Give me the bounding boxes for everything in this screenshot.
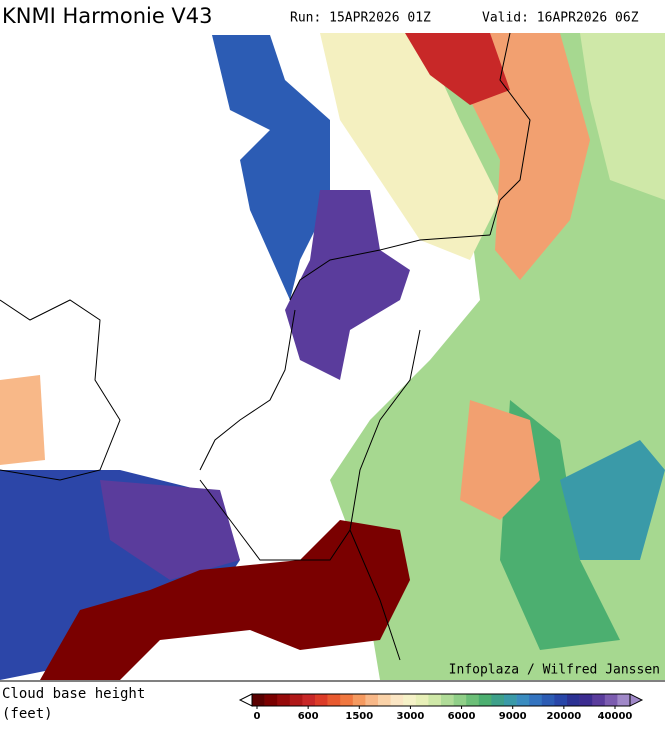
colorbar-tick-label: 9000 (499, 711, 527, 722)
legend-label: Cloud base height (2, 686, 145, 702)
field-orange-2 (460, 400, 540, 520)
field-red (405, 33, 510, 105)
colorbar-swatch (403, 694, 417, 706)
colorbar-swatch (592, 694, 606, 706)
colorbar-swatch (264, 694, 278, 706)
valid-time: Valid: 16APR2026 06Z (482, 11, 639, 26)
colorbar-swatch (554, 694, 568, 706)
credit: Infoplaza / Wilfred Janssen (449, 663, 660, 678)
colorbar-swatch (516, 694, 530, 706)
colorbar-swatch (390, 694, 404, 706)
colorbar-swatch (579, 694, 593, 706)
colorbar-tick-label: 1500 (345, 711, 373, 722)
colorbar-tick-label: 20000 (546, 711, 581, 722)
field-teal (560, 440, 665, 560)
colorbar-tick-label: 600 (298, 711, 319, 722)
run-time: Run: 15APR2026 01Z (290, 11, 431, 26)
map: Infoplaza / Wilfred Janssen (0, 32, 665, 680)
colorbar: 0 600 1500 3000 6000 9000 20000 40000 (238, 693, 644, 722)
colorbar-tick-label: 3000 (397, 711, 425, 722)
coastlines (0, 32, 531, 661)
colorbar-swatch (617, 694, 631, 706)
coast-de (489, 32, 531, 236)
coast-nl (199, 234, 491, 471)
colorbar-tick-label: 0 (254, 711, 261, 722)
colorbar-swatch (302, 694, 316, 706)
field-yellow (320, 33, 500, 260)
colorbar-swatch (504, 694, 517, 706)
colorbar-frame (251, 693, 631, 707)
colorbar-swatch (604, 694, 618, 706)
colorbar-swatch (529, 694, 543, 706)
colorbar-arrow (238, 693, 253, 707)
colorbar-swatch (365, 694, 379, 706)
colorbar-swatch (252, 694, 265, 706)
colorbar-swatch (327, 694, 341, 706)
field-purple (285, 190, 410, 380)
colorbar-tick-label: 40000 (598, 711, 633, 722)
colorbar-swatch (378, 694, 391, 706)
colorbar-arrow (629, 693, 644, 707)
colorbar-swatch (415, 694, 429, 706)
colorbar-swatch (441, 694, 454, 706)
colorbar-swatch (478, 694, 492, 706)
colorbar-swatch (491, 694, 505, 706)
field-blue (212, 35, 330, 300)
colorbar-swatch (567, 694, 580, 706)
colorbar-swatch (315, 694, 328, 706)
colorbar-swatch (541, 694, 555, 706)
colorbar-swatch (428, 694, 442, 706)
field-lightgreen (580, 33, 665, 200)
colorbar-swatch (340, 694, 354, 706)
coast-uk (0, 299, 121, 481)
field-peach (0, 375, 45, 465)
colorbar-tick-label: 6000 (448, 711, 476, 722)
field-purple-sw (100, 480, 240, 580)
legend-label: (feet) (2, 706, 53, 722)
colorbar-swatch (277, 694, 291, 706)
colorbar-swatch (289, 694, 303, 706)
title: KNMI Harmonie V43 (2, 4, 213, 28)
colorbar-swatch (352, 694, 366, 706)
colorbar-swatch (466, 694, 480, 706)
border-de (349, 529, 401, 661)
colorbar-swatch (453, 694, 467, 706)
